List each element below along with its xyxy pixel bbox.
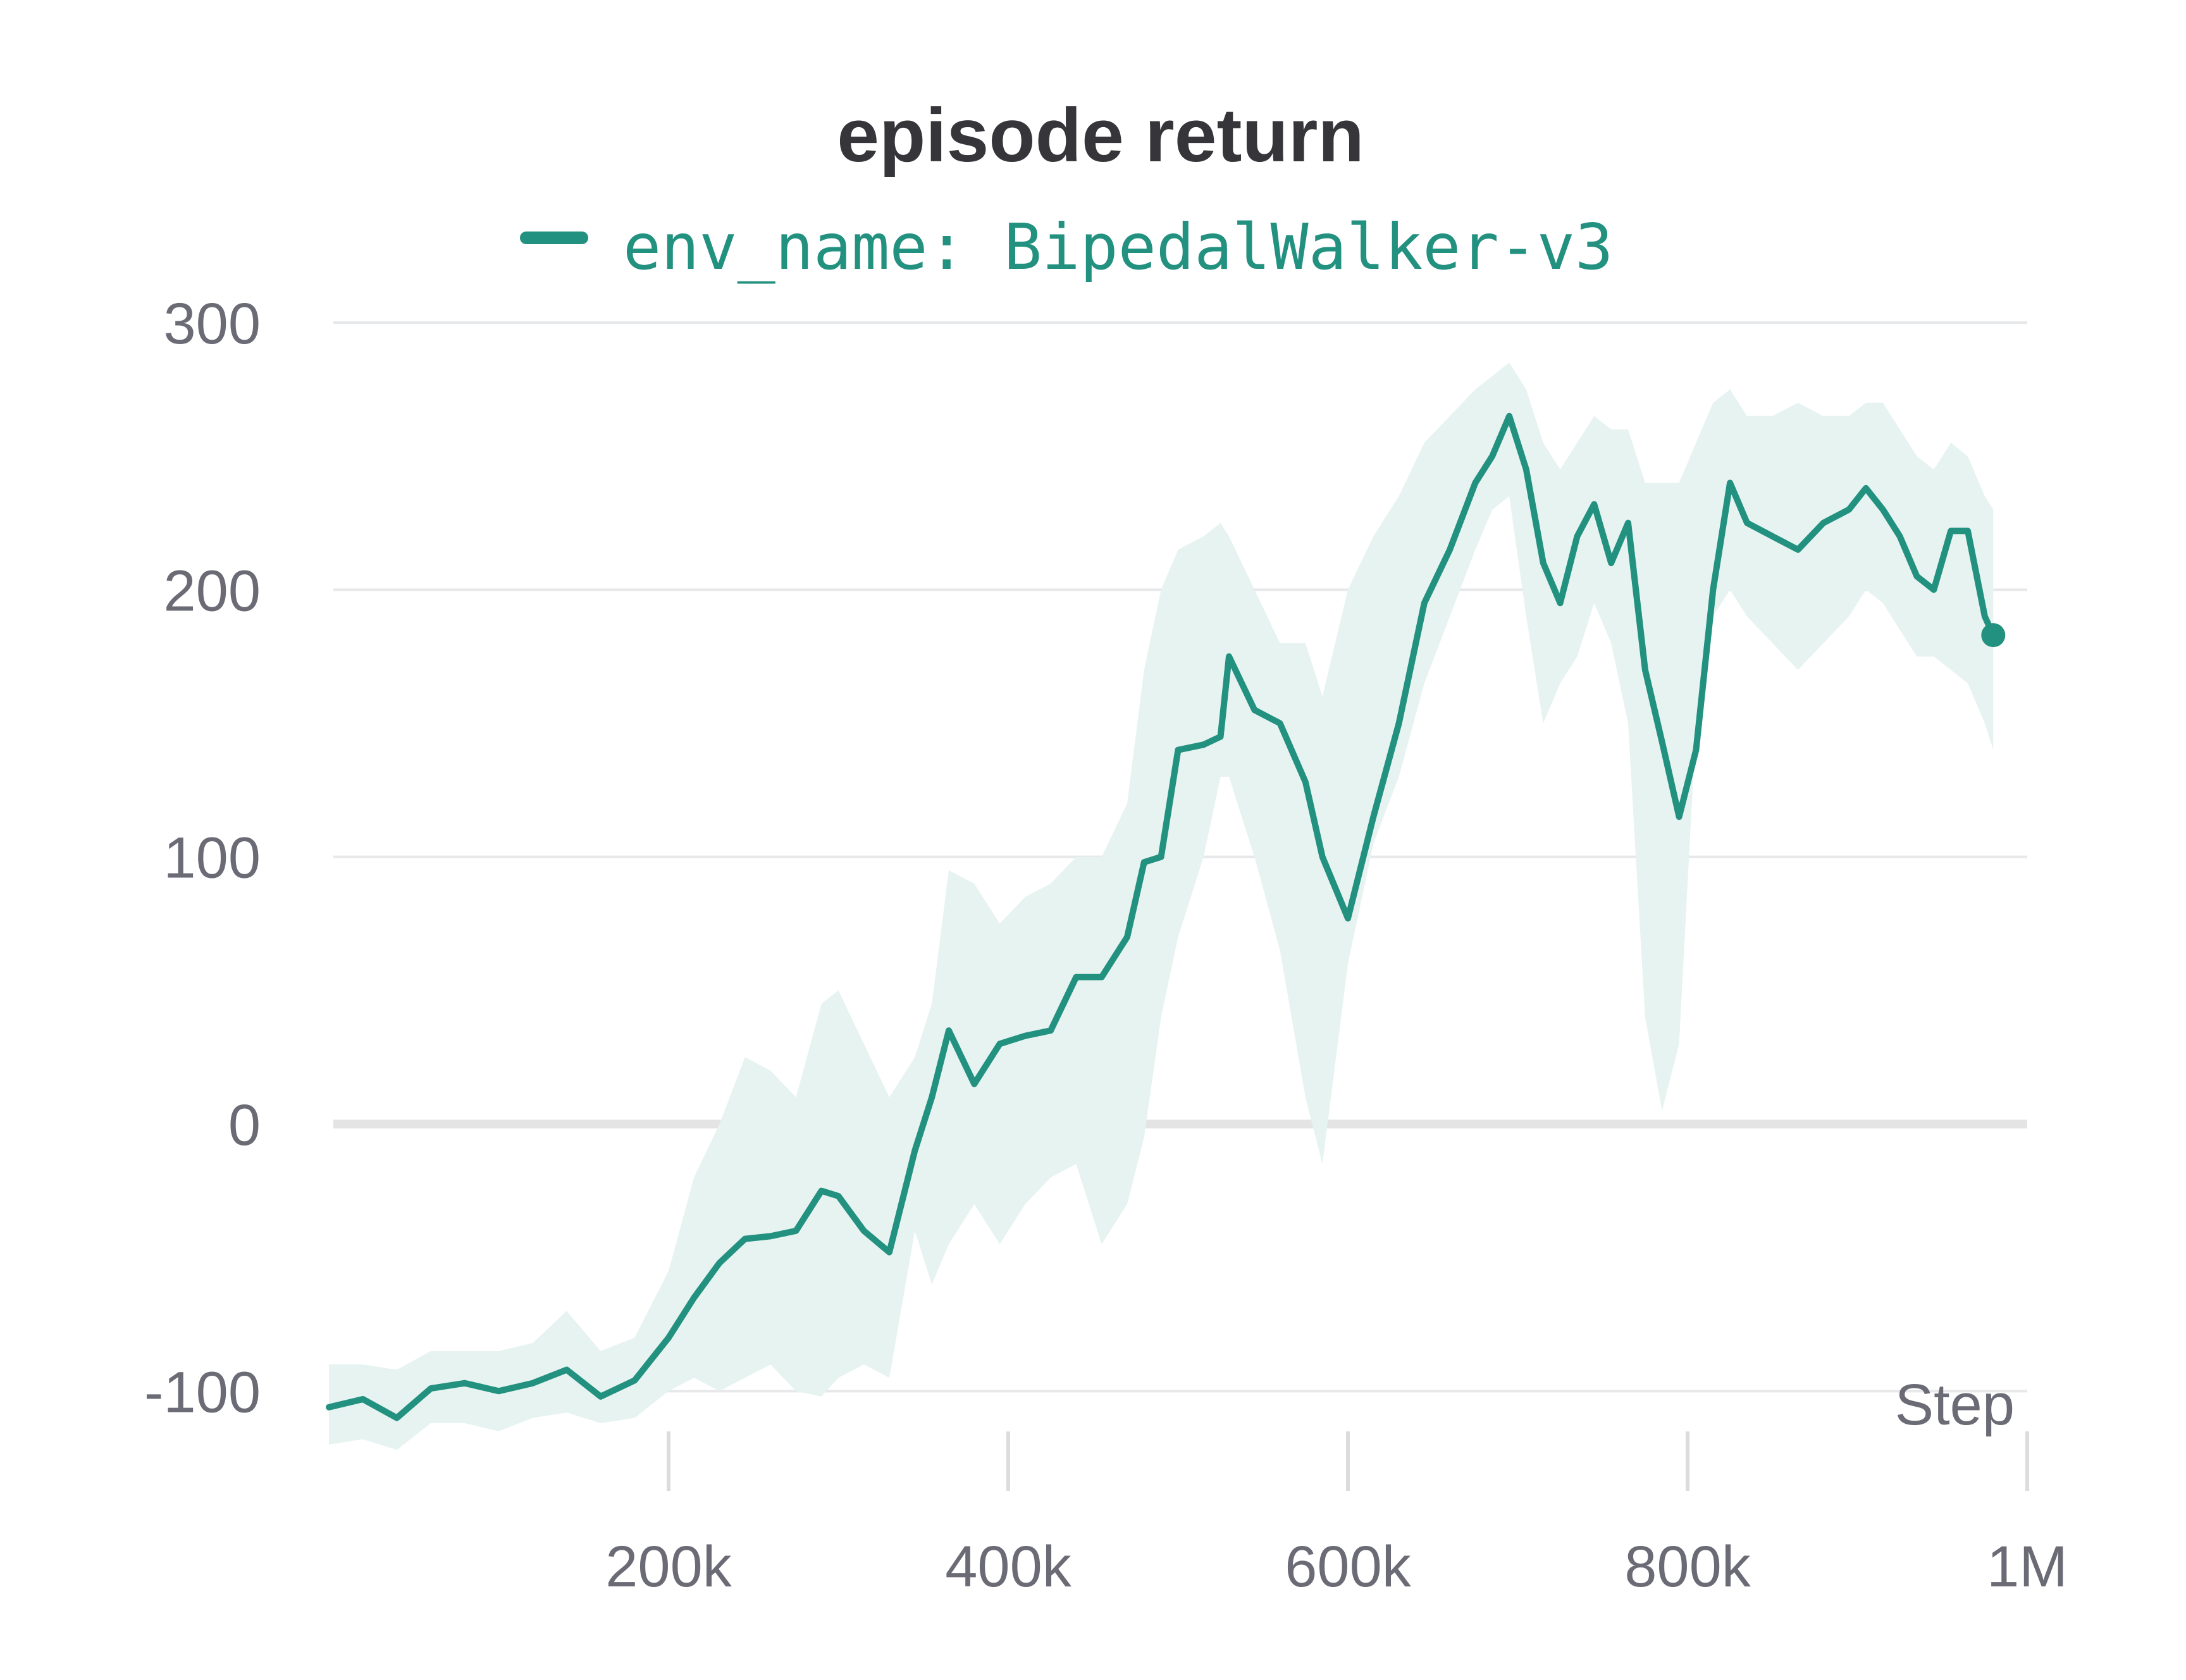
data-point (1304, 780, 1307, 784)
data-point (718, 1261, 722, 1265)
series-end-marker (1981, 623, 2006, 648)
data-point (1397, 722, 1401, 726)
data-point (1932, 588, 1936, 591)
data-point (1847, 508, 1851, 512)
data-point (769, 1234, 772, 1238)
data-point (1490, 454, 1494, 458)
data-point (930, 1096, 934, 1099)
data-point (820, 1189, 824, 1193)
data-point (1711, 588, 1715, 591)
data-point (395, 1416, 398, 1420)
data-point (1176, 748, 1180, 752)
data-point (599, 1395, 603, 1399)
x-axis-ticks (667, 1431, 2029, 1491)
data-point (887, 1251, 891, 1254)
data-point (1219, 735, 1223, 739)
data-point (463, 1381, 467, 1385)
data-point (862, 1229, 866, 1233)
data-point (913, 1149, 917, 1152)
x-tick-label: 600k (1285, 1535, 1411, 1599)
data-point (1227, 655, 1231, 658)
x-axis-tick-labels: 200k 400k 600k 800k 1M (605, 1535, 2068, 1599)
data-point (361, 1397, 365, 1401)
y-tick-label: 100 (164, 826, 261, 891)
data-point (1252, 708, 1256, 712)
chart-title: episode return (837, 93, 1364, 178)
y-axis-tick-labels: 300 200 100 0 -100 (144, 292, 261, 1424)
data-point (1423, 601, 1426, 605)
data-point (837, 1194, 841, 1198)
data-point (565, 1368, 569, 1372)
y-tick-label: -100 (144, 1360, 261, 1424)
data-point (327, 1405, 331, 1409)
data-point (1796, 548, 1800, 552)
legend-label: env_name: BipedalWalker-v3 (623, 210, 1613, 284)
data-point (1915, 574, 1918, 578)
data-point (1822, 521, 1825, 525)
series-range-band (329, 362, 1994, 1450)
data-point (1983, 615, 1987, 619)
data-point (1473, 481, 1477, 485)
data-point (1448, 548, 1452, 552)
data-point (1864, 486, 1868, 490)
x-tick-label: 1M (1987, 1535, 2068, 1599)
x-tick-label: 200k (605, 1535, 732, 1599)
data-point (692, 1296, 696, 1300)
data-point (1898, 534, 1902, 538)
data-point (1142, 860, 1146, 864)
data-point (743, 1237, 747, 1241)
legend: env_name: BipedalWalker-v3 (520, 210, 1613, 284)
data-point (1346, 917, 1350, 920)
data-point (972, 1082, 976, 1086)
data-point (1643, 668, 1647, 672)
data-point (1575, 534, 1579, 538)
x-axis-label: Step (1895, 1373, 2015, 1437)
legend-swatch (520, 232, 588, 244)
data-point (1949, 529, 1953, 533)
data-point (667, 1336, 670, 1340)
data-point (1100, 975, 1104, 979)
data-point (1023, 1034, 1027, 1038)
data-point (1694, 748, 1698, 752)
data-point (429, 1387, 433, 1390)
data-point (1278, 722, 1282, 726)
data-point (1609, 561, 1613, 565)
x-tick-label: 400k (945, 1535, 1071, 1599)
data-point (1559, 601, 1562, 605)
data-point (1507, 414, 1511, 418)
data-point (1321, 855, 1325, 859)
data-point (1049, 1028, 1053, 1032)
data-point (1966, 529, 1970, 533)
data-point (947, 1028, 951, 1032)
data-point (1524, 467, 1528, 471)
data-point (1159, 855, 1163, 859)
data-point (1125, 935, 1129, 939)
data-point (1592, 502, 1596, 506)
data-point (1626, 521, 1630, 525)
y-tick-label: 0 (228, 1093, 261, 1158)
x-tick-label: 800k (1624, 1535, 1751, 1599)
data-point (1728, 481, 1732, 485)
data-point (794, 1229, 798, 1233)
series-line (326, 412, 1997, 1421)
data-point (1770, 534, 1774, 538)
data-point (1660, 740, 1664, 744)
data-point (633, 1378, 636, 1382)
data-point (1202, 743, 1206, 746)
data-point (1371, 815, 1375, 818)
y-tick-label: 200 (164, 559, 261, 623)
data-point (497, 1389, 501, 1393)
data-point (1745, 521, 1749, 525)
data-point (1074, 975, 1078, 979)
data-point (1541, 561, 1545, 565)
y-tick-label: 300 (164, 292, 261, 356)
data-point (998, 1042, 1002, 1046)
data-point (1677, 815, 1681, 818)
data-point (1881, 508, 1885, 512)
data-point (531, 1381, 534, 1385)
